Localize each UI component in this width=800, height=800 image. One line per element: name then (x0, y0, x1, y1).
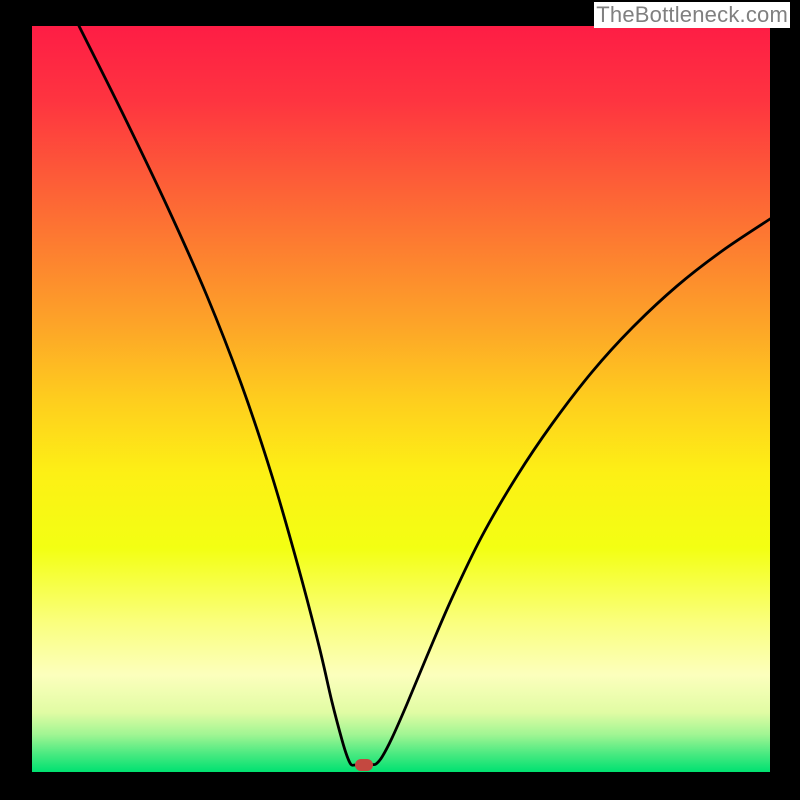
plot-area (32, 26, 770, 772)
optimal-point-marker (355, 759, 373, 771)
bottleneck-curve (32, 26, 770, 772)
watermark-text: TheBottleneck.com (594, 2, 790, 28)
chart-frame: TheBottleneck.com (0, 0, 800, 800)
bottleneck-curve-path (79, 26, 770, 765)
